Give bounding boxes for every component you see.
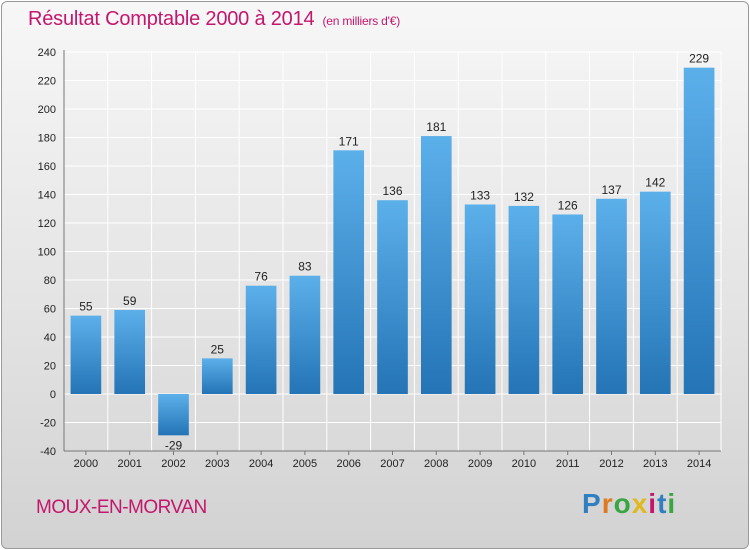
bar bbox=[245, 285, 277, 394]
data-label: 136 bbox=[382, 184, 402, 198]
x-tick-label: 2011 bbox=[556, 458, 580, 470]
data-label: 171 bbox=[339, 134, 359, 148]
chart-unit-label: (en milliers d'€) bbox=[322, 14, 401, 28]
data-label: 76 bbox=[254, 270, 268, 284]
brand-letter-2: o bbox=[613, 488, 632, 519]
data-label: 133 bbox=[470, 188, 490, 202]
y-tick-label: 0 bbox=[50, 389, 56, 401]
brand-letter-6: i bbox=[667, 488, 677, 519]
x-tick-label: 2012 bbox=[599, 458, 623, 470]
city-name: MOUX-EN-MORVAN bbox=[36, 497, 207, 518]
bar bbox=[683, 67, 715, 395]
bar bbox=[464, 204, 496, 394]
bar bbox=[114, 309, 146, 394]
bar bbox=[333, 150, 365, 394]
y-tick-label: 160 bbox=[38, 161, 56, 173]
data-label: 181 bbox=[426, 120, 446, 134]
y-tick-label: 200 bbox=[38, 104, 56, 116]
data-label: 132 bbox=[514, 190, 534, 204]
x-tick-label: 2001 bbox=[117, 458, 141, 470]
x-tick-label: 2010 bbox=[512, 458, 536, 470]
x-tick-label: 2014 bbox=[687, 458, 711, 470]
data-label: -29 bbox=[165, 438, 183, 452]
x-tick-label: 2004 bbox=[249, 458, 273, 470]
bar bbox=[377, 200, 408, 394]
y-tick-label: 180 bbox=[38, 133, 56, 145]
data-label: 126 bbox=[558, 198, 578, 212]
data-label: 83 bbox=[298, 260, 312, 274]
data-label: 137 bbox=[601, 183, 621, 197]
y-tick-label: 80 bbox=[44, 275, 56, 287]
y-tick-label: 240 bbox=[38, 47, 56, 59]
data-label: 25 bbox=[211, 342, 225, 356]
x-tick-label: 2007 bbox=[380, 458, 404, 470]
chart-title-text: Résultat Comptable 2000 à 2014 bbox=[28, 8, 315, 30]
y-tick-label: -40 bbox=[40, 446, 56, 458]
chart-title: Résultat Comptable 2000 à 2014 (en millie… bbox=[28, 8, 400, 31]
y-tick-label: 40 bbox=[44, 332, 56, 344]
x-tick-label: 2005 bbox=[293, 458, 317, 470]
bar bbox=[596, 198, 627, 394]
x-tick-label: 2003 bbox=[205, 458, 229, 470]
bar bbox=[508, 205, 540, 394]
y-tick-label: 20 bbox=[44, 361, 56, 373]
bar bbox=[289, 275, 321, 394]
x-tick-label: 2006 bbox=[336, 458, 360, 470]
x-tick-label: 2002 bbox=[161, 458, 185, 470]
value-labels: 55 59 -29 25 76 83 171 136 181 133 132 126 137 142 229 bbox=[79, 52, 709, 453]
brand-logo: Proxiti bbox=[582, 488, 676, 520]
bar bbox=[420, 136, 452, 394]
y-tick-label: -20 bbox=[40, 418, 56, 430]
data-label: 59 bbox=[123, 294, 137, 308]
y-tick-label: 220 bbox=[38, 76, 56, 88]
y-tick-label: 120 bbox=[38, 218, 56, 230]
brand-letter-3: x bbox=[631, 488, 649, 519]
y-tick-label: 60 bbox=[44, 304, 56, 316]
x-tick-label: 2008 bbox=[424, 458, 448, 470]
x-tick-label: 2000 bbox=[74, 458, 98, 470]
data-label: 142 bbox=[645, 176, 665, 190]
bar bbox=[639, 191, 671, 394]
brand-letter-5: t bbox=[657, 488, 668, 519]
bar bbox=[70, 315, 102, 394]
data-label: 229 bbox=[689, 52, 709, 66]
x-tick-label: 2013 bbox=[643, 458, 667, 470]
bar bbox=[158, 394, 189, 436]
bar bbox=[552, 214, 584, 394]
y-tick-label: 100 bbox=[38, 247, 56, 259]
brand-letter-4: i bbox=[648, 488, 658, 519]
y-tick-label: 140 bbox=[38, 190, 56, 202]
bar bbox=[201, 358, 233, 394]
bars bbox=[70, 67, 715, 436]
axes: -40 -20 0 20 40 60 80 100 120 140 160 180 200 220 240 2… bbox=[38, 47, 721, 470]
data-label: 55 bbox=[79, 300, 93, 314]
x-tick-label: 2009 bbox=[468, 458, 492, 470]
brand-letter-1: r bbox=[601, 488, 614, 519]
brand-letter-0: P bbox=[582, 488, 602, 519]
